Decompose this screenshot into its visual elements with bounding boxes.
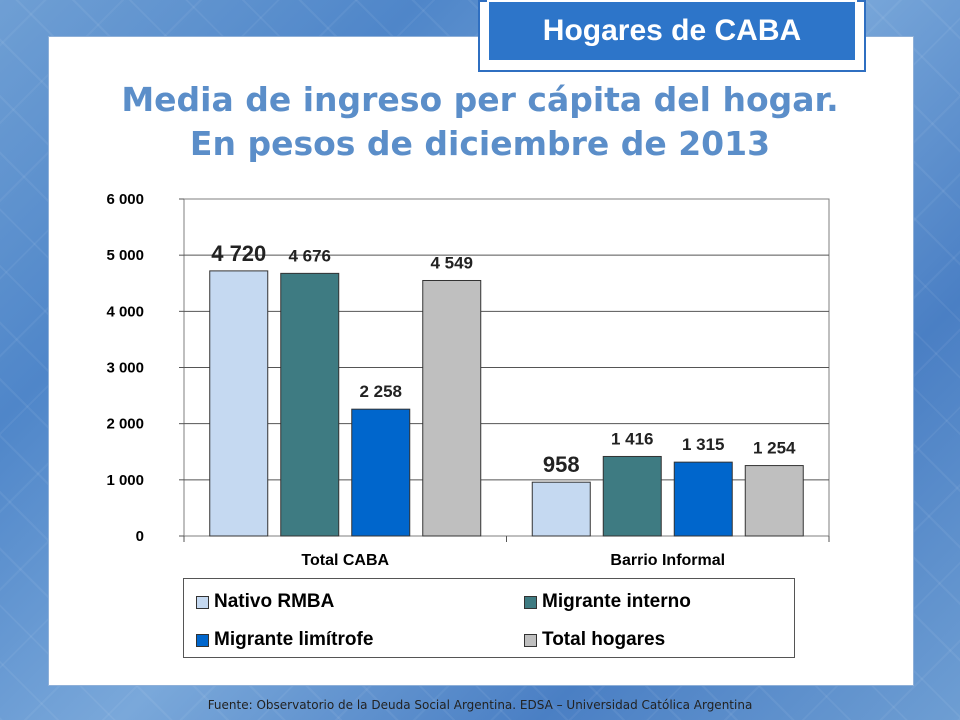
legend-item-nativo-rmba: Nativo RMBA bbox=[196, 591, 334, 613]
data-label: 4 720 bbox=[211, 241, 266, 266]
legend-item-migrante-interno: Migrante interno bbox=[524, 591, 691, 613]
source-footer: Fuente: Observatorio de la Deuda Social … bbox=[207, 698, 753, 712]
data-label: 4 676 bbox=[288, 246, 331, 265]
x-category-label: Total CABA bbox=[301, 552, 389, 569]
data-label: 1 254 bbox=[753, 439, 796, 458]
title-line-2: En pesos de diciembre de 2013 bbox=[189, 124, 771, 163]
legend-swatch bbox=[524, 633, 537, 647]
chart-title: Media de ingreso per cápita del hogar. E… bbox=[48, 78, 912, 166]
legend-item-migrante-lim-trofe: Migrante limítrofe bbox=[196, 629, 373, 651]
bar-total-hogares-1 bbox=[744, 465, 804, 537]
y-tick-label: 2 000 bbox=[106, 416, 144, 433]
y-tick-label: 5 000 bbox=[106, 247, 144, 264]
x-category-label: Barrio Informal bbox=[610, 552, 725, 569]
data-label: 2 258 bbox=[359, 382, 402, 401]
legend-swatch bbox=[196, 633, 209, 647]
bar-migrante-interno-1 bbox=[602, 455, 662, 537]
legend-label: Migrante limítrofe bbox=[214, 629, 374, 650]
y-tick-label: 0 bbox=[136, 528, 144, 545]
data-label: 958 bbox=[543, 452, 580, 477]
bar-migrante-interno-0 bbox=[280, 272, 340, 537]
data-label: 1 315 bbox=[682, 435, 725, 454]
y-tick-label: 4 000 bbox=[106, 303, 144, 320]
chart-legend: Nativo RMBA Migrante interno Migrante limí… bbox=[183, 578, 795, 658]
legend-label: Nativo RMBA bbox=[214, 591, 335, 612]
bar-nativo-rmba-1 bbox=[531, 481, 591, 537]
bar-total-hogares-0 bbox=[422, 279, 482, 537]
badge-hogares-caba: Hogares de CABA bbox=[487, 0, 857, 62]
title-line-1: Media de ingreso per cápita del hogar. bbox=[121, 80, 839, 119]
legend-swatch bbox=[524, 595, 537, 609]
data-label: 1 416 bbox=[611, 429, 654, 448]
legend-label: Migrante interno bbox=[542, 591, 691, 612]
y-tick-label: 6 000 bbox=[106, 191, 144, 208]
legend-item-total-hogares: Total hogares bbox=[524, 629, 665, 651]
bar-migrante-lim-trofe-1 bbox=[673, 461, 733, 537]
data-label: 4 549 bbox=[430, 253, 473, 272]
y-tick-label: 1 000 bbox=[106, 472, 144, 489]
bar-migrante-lim-trofe-0 bbox=[351, 408, 411, 537]
bar-nativo-rmba-0 bbox=[209, 270, 269, 537]
legend-label: Total hogares bbox=[542, 629, 666, 650]
legend-swatch bbox=[196, 595, 209, 609]
y-tick-label: 3 000 bbox=[106, 360, 144, 377]
